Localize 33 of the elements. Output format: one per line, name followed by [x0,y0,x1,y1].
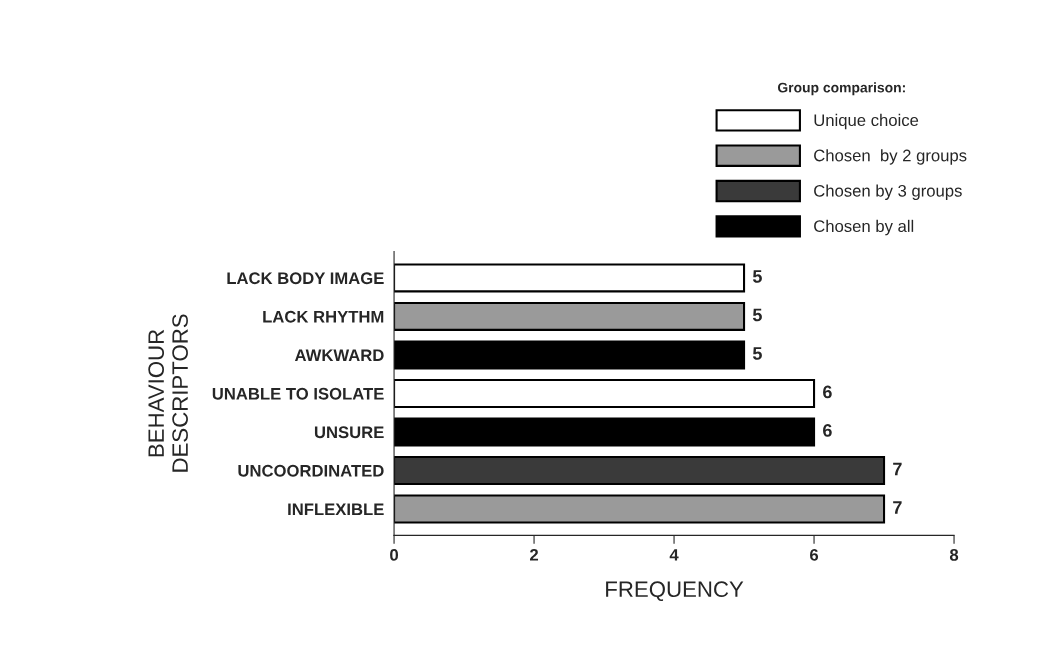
x-tick-label: 0 [390,548,399,561]
x-tick-label: 4 [669,549,679,561]
bar [394,263,746,293]
bar [394,455,886,485]
legend-label: Chosen by all [814,219,914,236]
data-label: 7 [893,462,902,476]
bar [394,417,816,447]
data-label: 5 [752,347,762,360]
bar [394,494,886,524]
legend-label: Chosen by 2 groups [814,149,967,165]
x-tick-label: 2 [530,548,539,561]
legend-title: Group comparison: [777,82,905,96]
bar [394,301,746,331]
y-tick-label: UNCOORDINATED [238,464,384,477]
y-tick-label: UNSURE [314,426,384,439]
y-tick-label: LACK RHYTHM [263,310,384,323]
y-tick-label: UNABLE TO ISOLATE [212,387,384,400]
bar [394,340,746,370]
y-tick-label: AWKWARD [294,349,384,361]
x-tick-label: 6 [810,548,819,561]
bar [394,378,816,408]
x-axis-title: FREQUENCY [606,581,744,602]
y-tick-label: LACK BODY IMAGE [227,272,384,285]
y-axis-title: BEHAVIOUR DESCRIPTORS [148,314,188,472]
data-label: 6 [823,424,832,437]
data-label: 7 [893,501,902,514]
data-label: 5 [752,270,762,283]
data-label: 6 [823,385,832,399]
x-tick-label: 8 [949,548,959,561]
data-label: 5 [752,308,762,322]
legend-label: Unique choice [814,113,919,130]
legend-label: Chosen by 3 groups [814,184,962,201]
y-tick-label: INFLEXIBLE [288,503,384,516]
